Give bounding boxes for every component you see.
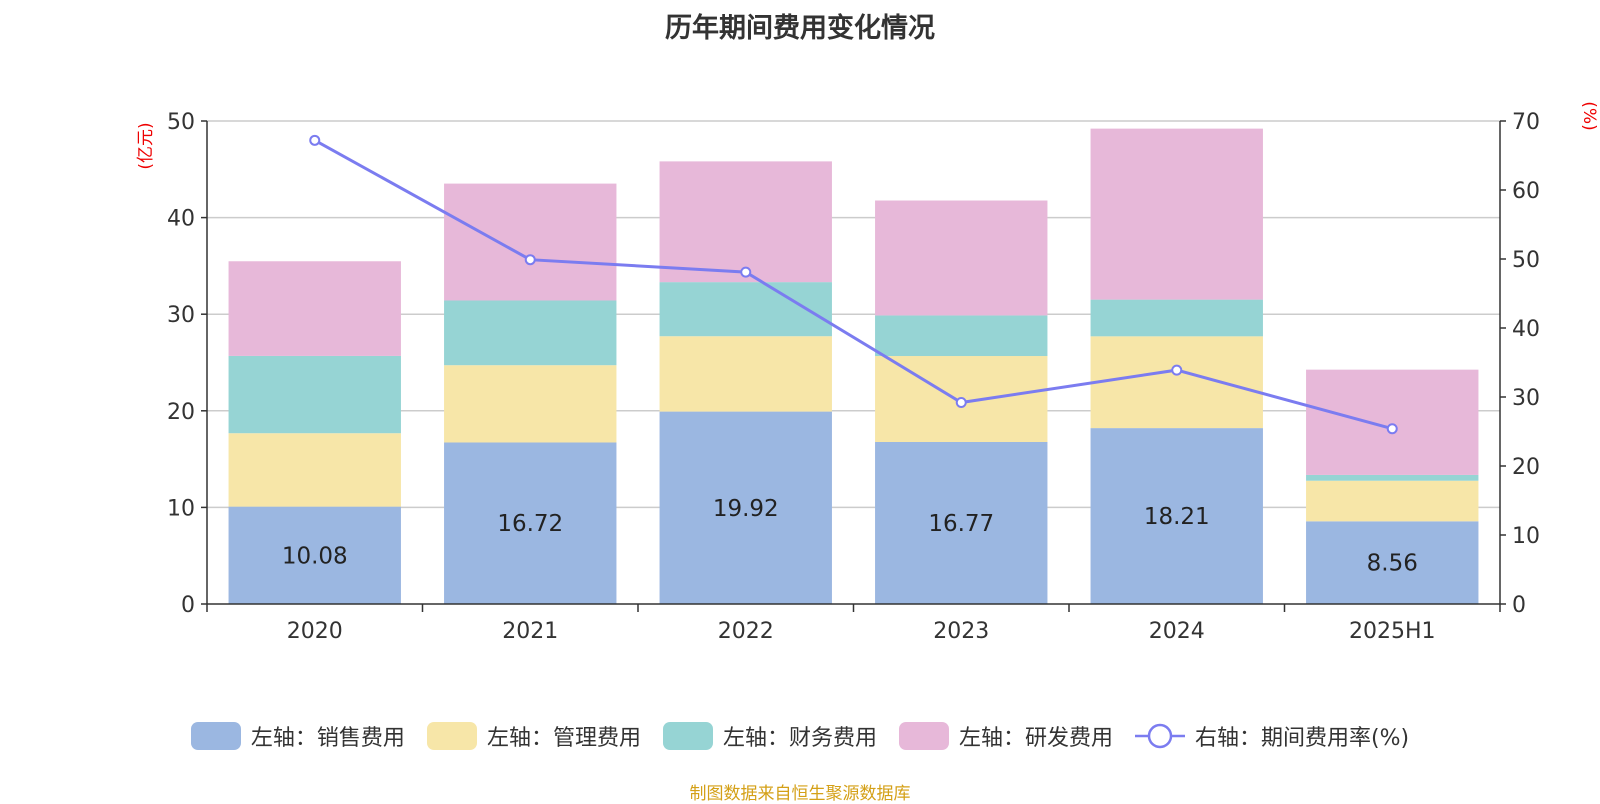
left-axis-tick-label: 40	[167, 207, 195, 232]
legend: 左轴：销售费用 左轴：管理费用 左轴：财务费用 左轴：研发费用 右轴：期间费用率(%)	[0, 720, 1600, 752]
left-axis-tick-label: 20	[167, 400, 195, 425]
labels: 10.08 16.72 19.92 16.77 18.21 8.56	[282, 496, 1418, 577]
legend-label: 左轴：管理费用	[486, 726, 641, 751]
bar-segment	[228, 433, 401, 507]
bar-data-label: 18.21	[1144, 504, 1210, 530]
rate-point	[740, 266, 752, 278]
x-axis-tick-label: 2025H1	[1349, 619, 1436, 644]
legend-swatch	[426, 722, 477, 750]
rate-point	[1171, 364, 1183, 376]
right-axis-tick-label: 70	[1512, 110, 1540, 135]
x-axis-tick-label: 2024	[1149, 619, 1205, 644]
legend-label: 左轴：研发费用	[958, 726, 1113, 751]
bar-segment	[444, 365, 617, 443]
bar-segment	[875, 315, 1048, 357]
bar-segment	[659, 336, 832, 412]
bar-segment	[444, 183, 617, 301]
left-axis-tick-label: 0	[181, 593, 195, 618]
bar-data-label: 8.56	[1367, 551, 1418, 577]
left-axis-unit-label: (亿元)	[136, 122, 156, 169]
x-axis-tick-label: 2022	[718, 619, 774, 644]
bar-data-label: 19.92	[713, 496, 779, 522]
legend-swatch	[190, 722, 241, 750]
bar-segment	[1306, 521, 1479, 604]
legend-swatch	[898, 722, 949, 750]
left-axis-tick-label: 50	[167, 110, 195, 135]
bar-segment	[1090, 428, 1263, 604]
rate-point	[1386, 423, 1398, 435]
bar-segment	[228, 261, 401, 356]
right-axis-tick-label: 20	[1512, 455, 1540, 480]
bar-segment	[1306, 474, 1479, 481]
line-series	[309, 134, 1398, 435]
bar-segment	[1306, 480, 1479, 522]
left-axis-tick-label: 30	[167, 303, 195, 328]
rate-point	[955, 397, 967, 409]
right-axis-tick-label: 50	[1512, 248, 1540, 273]
right-axis-tick-label: 40	[1512, 317, 1540, 342]
bar-segment	[228, 506, 401, 604]
bar-segment	[659, 282, 832, 337]
bar-segment	[1090, 128, 1263, 300]
legend-item[interactable]: 左轴：管理费用	[426, 720, 641, 752]
legend-label: 左轴：财务费用	[722, 726, 877, 751]
x-axis-tick-label: 2020	[287, 619, 343, 644]
bar-data-label: 16.77	[928, 511, 994, 537]
rate-line	[314, 139, 1393, 431]
bar-segment	[659, 161, 832, 283]
legend-swatch	[662, 722, 713, 750]
legend-label: 左轴：销售费用	[250, 726, 405, 751]
bar-segment	[444, 300, 617, 366]
rate-point	[309, 134, 321, 146]
legend-item[interactable]: 左轴：财务费用	[662, 720, 877, 752]
bar-segment	[1306, 369, 1479, 475]
bar-segment	[228, 355, 401, 434]
legend-line-marker-icon	[1134, 723, 1185, 749]
right-axis-tick-label: 30	[1512, 386, 1540, 411]
bar-segment	[875, 442, 1048, 604]
right-axis-tick-label: 0	[1512, 593, 1526, 618]
bar-data-label: 10.08	[282, 543, 348, 569]
left-axis-tick-label: 10	[167, 496, 195, 521]
grid-lines	[207, 120, 1500, 509]
right-axis-tick-label: 60	[1512, 179, 1540, 204]
x-axis-tick-label: 2021	[502, 619, 558, 644]
bar-segment	[444, 442, 617, 604]
right-axis-unit-label: (%)	[1579, 101, 1599, 130]
chart-canvas: 0 10 20 30 40 50 0 10 20 30 40 50 60 70 2020 2021 2022 20…	[136, 101, 1599, 644]
legend-item[interactable]: 右轴：期间费用率(%)	[1134, 720, 1410, 752]
chart-title: 历年期间费用变化情况	[665, 13, 935, 44]
x-axis-tick-label: 2023	[933, 619, 989, 644]
legend-item[interactable]: 左轴：研发费用	[898, 720, 1113, 752]
legend-label: 右轴：期间费用率(%)	[1194, 726, 1410, 751]
bar-data-label: 16.72	[497, 511, 563, 537]
bar-series	[228, 128, 1479, 604]
bar-segment	[659, 411, 832, 604]
bar-segment	[1090, 299, 1263, 337]
rate-point	[524, 254, 536, 266]
bar-segment	[1090, 336, 1263, 429]
bar-segment	[875, 200, 1048, 316]
axes: 0 10 20 30 40 50 0 10 20 30 40 50 60 70 2020 2021 2022 20…	[136, 101, 1599, 644]
data-source-note: 制图数据来自恒生聚源数据库	[689, 784, 911, 804]
right-axis-tick-label: 10	[1512, 524, 1540, 549]
legend-item[interactable]: 左轴：销售费用	[190, 720, 405, 752]
